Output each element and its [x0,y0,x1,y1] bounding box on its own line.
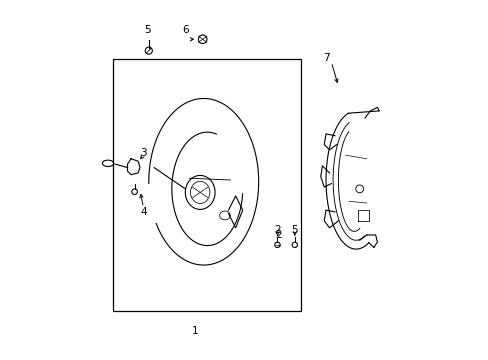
Text: 3: 3 [140,148,146,158]
Text: 2: 2 [273,225,280,235]
Bar [113,59,301,311]
Text: 5: 5 [143,25,150,35]
Text: 1: 1 [191,326,198,336]
Text: 6: 6 [183,25,189,35]
Text: 7: 7 [322,53,328,63]
Text: 4: 4 [140,207,146,217]
Text: 5: 5 [291,225,298,235]
Text: 2: 2 [274,230,281,240]
